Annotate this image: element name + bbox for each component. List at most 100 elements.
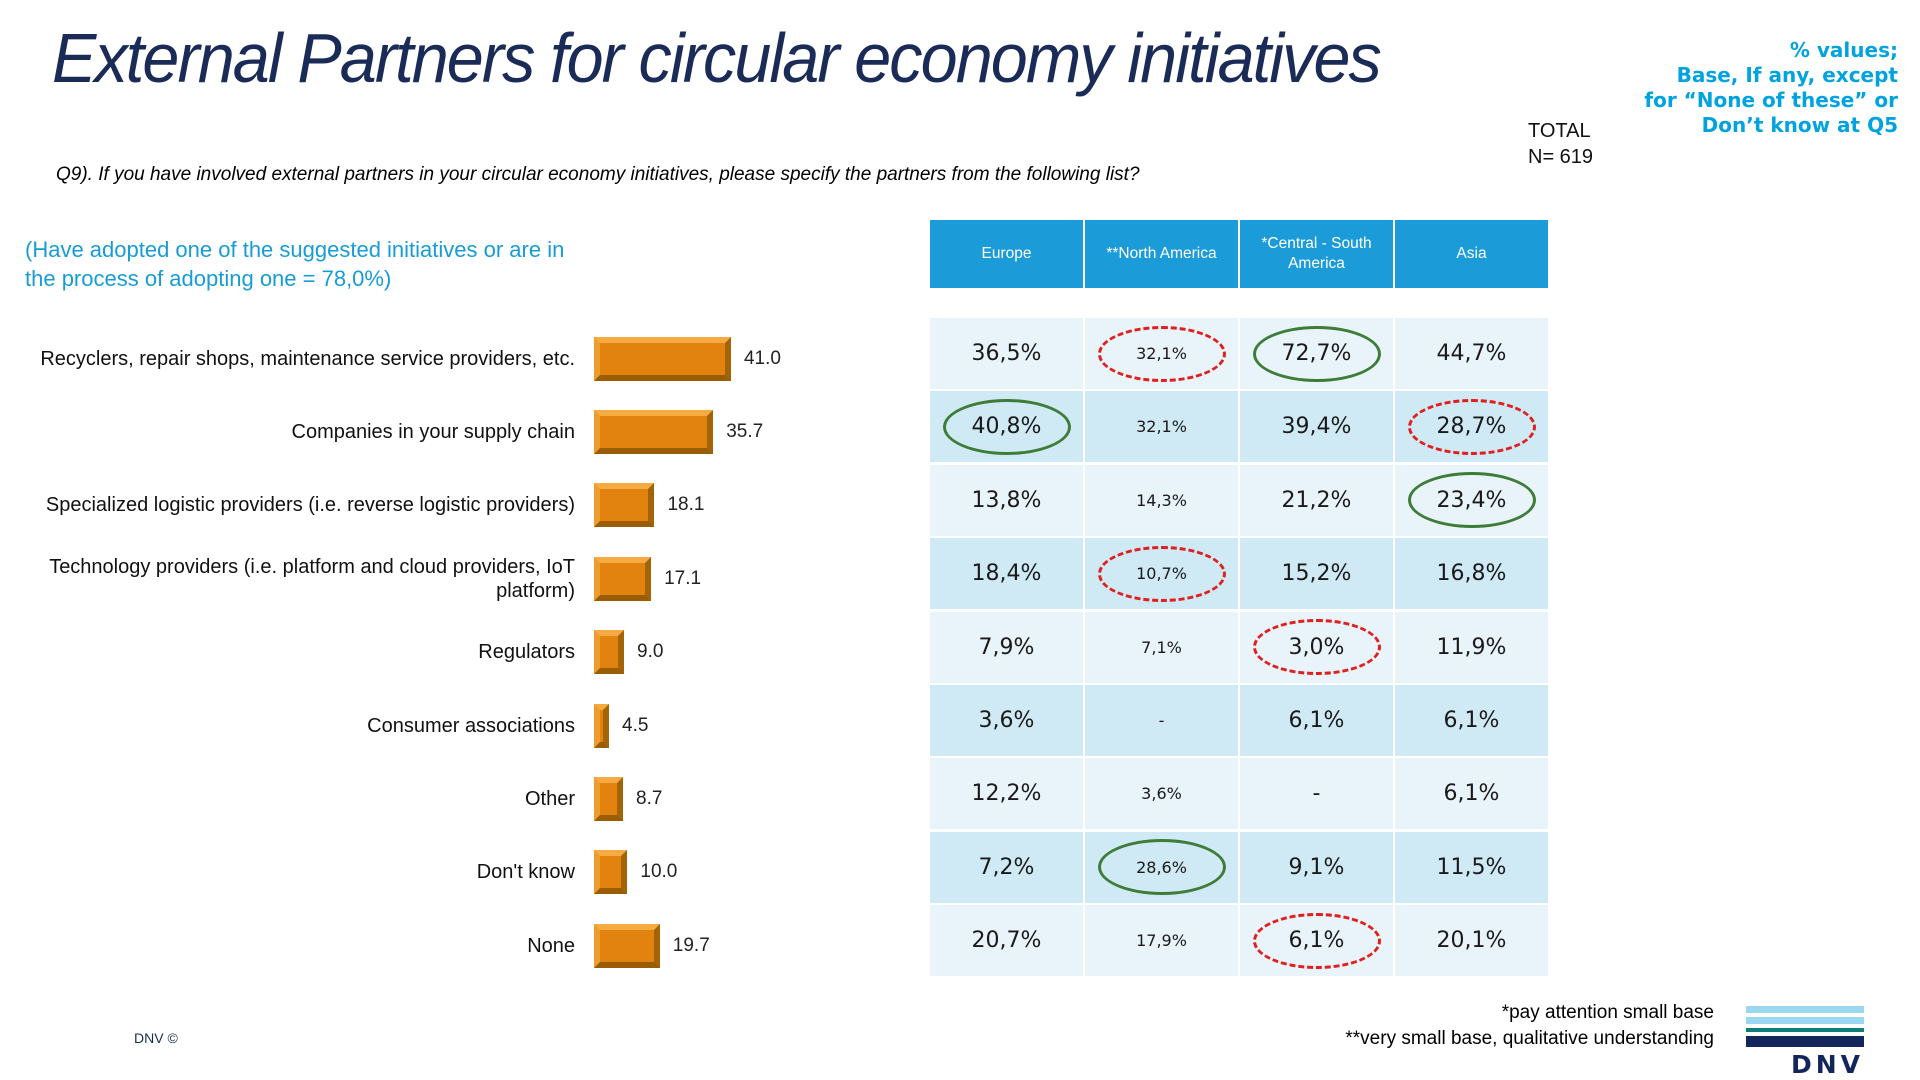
cell-value: 12,2% bbox=[971, 781, 1042, 807]
table-cell: - bbox=[1240, 758, 1393, 830]
dnv-logo: DNV bbox=[1746, 1006, 1864, 1079]
bar-category-label: Recyclers, repair shops, maintenance ser… bbox=[40, 347, 575, 370]
bar-value-label: 9.0 bbox=[637, 641, 664, 663]
bar-category-label: Technology providers (i.e. platform and … bbox=[49, 555, 575, 602]
footnote-small-base: *pay attention small base bbox=[1501, 1002, 1714, 1023]
footnotes: *pay attention small base **very small b… bbox=[1345, 1000, 1714, 1051]
column-header: Europe bbox=[930, 220, 1083, 288]
table-cell: 20,7% bbox=[930, 905, 1083, 977]
table-cell: - bbox=[1085, 684, 1238, 756]
table-cell: 32,1% bbox=[1085, 318, 1238, 389]
bar-value-label: 17.1 bbox=[664, 567, 702, 589]
cell-value: 44,7% bbox=[1436, 341, 1507, 366]
cell-value: 15,2% bbox=[1281, 561, 1352, 587]
cell-value: 7,1% bbox=[1141, 637, 1182, 657]
copyright: DNV © bbox=[134, 1030, 178, 1046]
table-cell: 3,6% bbox=[930, 684, 1083, 756]
bar-category-label: Companies in your supply chain bbox=[291, 421, 576, 444]
total-base: TOTAL N= 619 bbox=[1528, 118, 1593, 170]
bar-value-label: 19.7 bbox=[672, 934, 710, 956]
bar-category-label: Other bbox=[524, 788, 575, 811]
table-cell: 7,1% bbox=[1085, 611, 1238, 683]
table-cell: 13,8% bbox=[930, 464, 1083, 536]
table-cell: 20,1% bbox=[1395, 905, 1548, 977]
column-header: Asia bbox=[1395, 220, 1548, 288]
table-cell: 44,7% bbox=[1395, 318, 1548, 389]
bar-value-label: 4.5 bbox=[622, 714, 649, 736]
bar-row: None 19.7 bbox=[0, 909, 781, 982]
total-label: TOTAL bbox=[1528, 120, 1591, 142]
values-base-note-line: Don’t know at Q5 bbox=[1701, 113, 1898, 137]
values-base-note-line: for “None of these” or bbox=[1644, 88, 1898, 112]
table-row: 12,2% 3,6% - 6,1% bbox=[930, 758, 1548, 830]
table-row: 13,8% 14,3% 21,2% 23,4% bbox=[930, 464, 1548, 536]
table-cell: 28,6% bbox=[1085, 831, 1238, 903]
circle-highlight-red: 10,7% bbox=[1097, 545, 1226, 602]
cell-value: 20,7% bbox=[971, 928, 1042, 954]
cell-value: 39,4% bbox=[1281, 414, 1352, 440]
circle-highlight-red: 6,1% bbox=[1252, 912, 1381, 969]
footnote-very-small-base: **very small base, qualitative understan… bbox=[1345, 1027, 1714, 1049]
bar bbox=[594, 630, 625, 675]
table-cell: 6,1% bbox=[1395, 684, 1548, 756]
table-cell: 72,7% bbox=[1240, 318, 1393, 389]
bar-value-label: 18.1 bbox=[667, 494, 705, 516]
table-cell: 32,1% bbox=[1085, 391, 1238, 463]
logo-stripe-gap bbox=[1746, 1013, 1864, 1017]
table-cell: 7,2% bbox=[930, 831, 1083, 903]
table-cell: 40,8% bbox=[930, 391, 1083, 463]
table-cell: 23,4% bbox=[1395, 464, 1548, 536]
table-cell: 14,3% bbox=[1085, 464, 1238, 536]
circle-highlight-red: 3,0% bbox=[1252, 619, 1381, 676]
page-title: External Partners for circular economy i… bbox=[52, 19, 1382, 97]
circle-highlight-green: 23,4% bbox=[1407, 472, 1536, 529]
logo-stripe-lightblue bbox=[1746, 1006, 1864, 1013]
question-text: Q9). If you have involved external partn… bbox=[56, 164, 1140, 185]
cell-value: 17,9% bbox=[1136, 931, 1187, 951]
bar-row: Regulators 9.0 bbox=[0, 616, 781, 689]
bar-category-label: Consumer associations bbox=[367, 714, 575, 737]
logo-stripe-gap bbox=[1746, 1024, 1864, 1028]
cell-value: - bbox=[1158, 710, 1165, 730]
total-n-value: N= 619 bbox=[1528, 146, 1594, 168]
table-cell: 28,7% bbox=[1395, 391, 1548, 463]
bar bbox=[594, 923, 660, 968]
table-cell: 6,1% bbox=[1395, 758, 1548, 830]
column-header: **North America bbox=[1085, 220, 1238, 288]
cell-value: 18,4% bbox=[971, 561, 1042, 587]
bar-value-label: 10.0 bbox=[640, 861, 678, 883]
table-cell: 12,2% bbox=[930, 758, 1083, 830]
cell-value: 7,9% bbox=[978, 634, 1035, 660]
cell-value: 14,3% bbox=[1136, 490, 1187, 510]
table-row: 7,2% 28,6% 9,1% 11,5% bbox=[930, 831, 1548, 903]
cell-value: 3,6% bbox=[978, 707, 1035, 733]
cell-value: 3,6% bbox=[1141, 784, 1182, 804]
bar-category-label: Regulators bbox=[478, 641, 575, 664]
table-cell: 16,8% bbox=[1395, 538, 1548, 610]
bar-category-label: None bbox=[527, 934, 575, 957]
bar-row: Technology providers (i.e. platform and … bbox=[0, 542, 781, 615]
cell-value: 32,1% bbox=[1136, 417, 1187, 437]
bar bbox=[594, 777, 624, 822]
table-row: 36,5% 32,1% 72,7% 44,7% bbox=[930, 318, 1548, 389]
bar-row: Consumer associations 4.5 bbox=[0, 689, 781, 762]
table-row: 40,8% 32,1% 39,4% 28,7% bbox=[930, 391, 1548, 463]
bar bbox=[594, 556, 652, 601]
cell-value: 7,2% bbox=[978, 854, 1035, 880]
cell-value: 16,8% bbox=[1436, 561, 1507, 587]
logo-stripe-navy bbox=[1746, 1036, 1864, 1047]
table-cell: 11,5% bbox=[1395, 831, 1548, 903]
table-cell: 21,2% bbox=[1240, 464, 1393, 536]
values-base-note-line: Base, If any, except bbox=[1676, 63, 1898, 87]
region-table-header: Europe **North America *Central - South Am… bbox=[930, 220, 1548, 288]
values-base-note-line: % values; bbox=[1789, 38, 1898, 62]
table-cell: 15,2% bbox=[1240, 538, 1393, 610]
cell-value: 20,1% bbox=[1436, 928, 1507, 954]
cell-value: 6,1% bbox=[1443, 707, 1500, 733]
bar-category-label: Specialized logistic providers (i.e. rev… bbox=[45, 494, 575, 517]
cell-value: 11,9% bbox=[1436, 634, 1507, 660]
bar-row: Don't know 10.0 bbox=[0, 836, 781, 909]
logo-stripe-gap bbox=[1746, 1032, 1864, 1036]
table-row: 3,6% - 6,1% 6,1% bbox=[930, 684, 1548, 756]
